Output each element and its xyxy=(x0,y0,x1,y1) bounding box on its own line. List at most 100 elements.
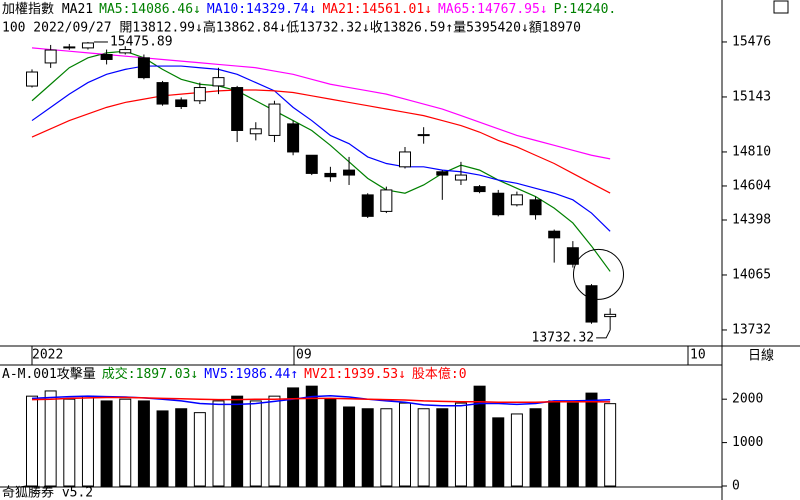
volume-bar xyxy=(380,408,393,487)
ma-line xyxy=(31,47,611,160)
volume-bar xyxy=(585,392,598,487)
volume-bar xyxy=(436,408,449,487)
volume-bar xyxy=(231,395,244,487)
ma-line xyxy=(31,89,611,194)
legend: 加權指數 MA21 MA5:14086.46↓ MA10:14329.74↓ MA21… xyxy=(2,2,616,17)
candle-body xyxy=(156,82,169,105)
candle-body xyxy=(566,247,579,265)
annotation-leader xyxy=(596,329,611,339)
y-tick-label: 0 xyxy=(732,479,740,494)
annotation: 13732.32 xyxy=(532,330,595,345)
quote-line: 100 2022/09/27 開13812.99↓高13862.84↓低1373… xyxy=(2,20,581,36)
candle-body xyxy=(305,154,318,174)
candle-body xyxy=(473,186,486,193)
volume-bar xyxy=(529,408,542,487)
volume-title: A-M.001攻擊量 xyxy=(2,366,96,382)
candle-body xyxy=(604,313,617,318)
y-tick-label: 14398 xyxy=(732,212,771,227)
candle-body xyxy=(380,189,393,212)
candle-body xyxy=(81,42,94,49)
volume-bar xyxy=(175,408,188,487)
candle-body xyxy=(26,71,38,87)
candle-body xyxy=(119,49,132,54)
volume-bar xyxy=(63,398,76,487)
window-button[interactable] xyxy=(773,0,789,14)
candle-body xyxy=(63,46,76,49)
annotation: 15475.89 xyxy=(110,34,173,49)
legend-entry: MA65:14767.95↓ xyxy=(438,2,548,17)
volume-bar xyxy=(193,412,206,487)
y-tick-label: 15476 xyxy=(732,34,771,49)
legend-entry: P:14240. xyxy=(554,2,617,17)
candle-body xyxy=(175,99,188,108)
candle-body xyxy=(417,134,430,137)
candle-body xyxy=(343,169,356,176)
candle-body xyxy=(548,230,561,239)
legend-entry: MA21:14561.01↓ xyxy=(322,2,432,17)
candle-body xyxy=(268,103,281,136)
legend-entry: MV5:1986.44↑ xyxy=(204,367,298,382)
footer: 奇狐勝券 v5.2 xyxy=(2,485,93,500)
volume-bar xyxy=(26,395,38,487)
candle-body xyxy=(361,194,374,217)
candle-body xyxy=(399,151,411,168)
legend-entry: MA10:14329.74↓ xyxy=(207,2,317,17)
volume-bar xyxy=(343,406,356,487)
ma-line xyxy=(31,65,611,232)
mv-line xyxy=(31,396,611,403)
volume-bar xyxy=(361,408,374,487)
candle-body xyxy=(324,172,337,178)
volume-bar xyxy=(305,385,318,487)
y-tick-label: 15143 xyxy=(732,89,771,104)
volume-bar xyxy=(249,400,262,487)
volume-bar xyxy=(473,385,486,487)
volume-bar xyxy=(399,402,411,487)
volume-bar xyxy=(510,413,523,487)
y-tick-label: 14065 xyxy=(732,267,771,282)
candle-body xyxy=(212,77,225,87)
y-tick-label: 14604 xyxy=(732,178,771,193)
legend-entry: 股本億:0 xyxy=(412,366,467,382)
candle-body xyxy=(193,87,206,102)
y-tick-label: 1000 xyxy=(732,435,763,450)
volume-bar xyxy=(268,395,281,487)
volume-bar xyxy=(81,395,94,487)
candle-body xyxy=(44,49,57,64)
candle-body xyxy=(436,171,449,176)
candle-body xyxy=(249,128,262,135)
volume-bar xyxy=(119,398,132,487)
volume-bar xyxy=(566,402,579,487)
volume-bar xyxy=(137,400,150,487)
volume-bar xyxy=(44,390,57,487)
x-tick-label: 2022 xyxy=(32,348,63,363)
volume-bar xyxy=(212,400,225,487)
candle-body xyxy=(529,199,542,216)
volume-bar xyxy=(604,403,617,487)
candle-body xyxy=(492,192,505,216)
x-tick-label: 09 xyxy=(296,348,312,363)
volume-bar xyxy=(287,387,300,487)
volume-bar xyxy=(156,410,169,487)
volume-bar xyxy=(100,400,113,487)
legend-entry: MA5:14086.46↓ xyxy=(99,2,201,17)
period-label: 日線 xyxy=(748,348,774,364)
candle-body xyxy=(287,123,300,153)
candle-body xyxy=(137,57,150,79)
volume-value: 成交:1897.03↓ xyxy=(102,366,198,382)
legend-title: 加權指數 MA21 xyxy=(2,2,93,17)
y-tick-label: 14810 xyxy=(732,144,771,159)
x-tick-label: 10 xyxy=(690,348,706,363)
candle-body xyxy=(454,174,467,181)
legend-entry: MV21:1939.53↓ xyxy=(304,367,406,382)
volume-bar xyxy=(492,417,505,487)
candle-body xyxy=(100,54,113,60)
volume-bar xyxy=(324,398,337,487)
candle-body xyxy=(510,194,523,206)
volume-legend: A-M.001攻擊量 成交:1897.03↓ MV5:1986.44↑ MV21:19… xyxy=(2,366,467,382)
y-tick-label: 2000 xyxy=(732,392,763,407)
highlight-circle xyxy=(573,248,624,300)
y-tick-label: 13732 xyxy=(732,322,771,337)
volume-bar xyxy=(548,400,561,487)
candle-body xyxy=(585,285,598,323)
